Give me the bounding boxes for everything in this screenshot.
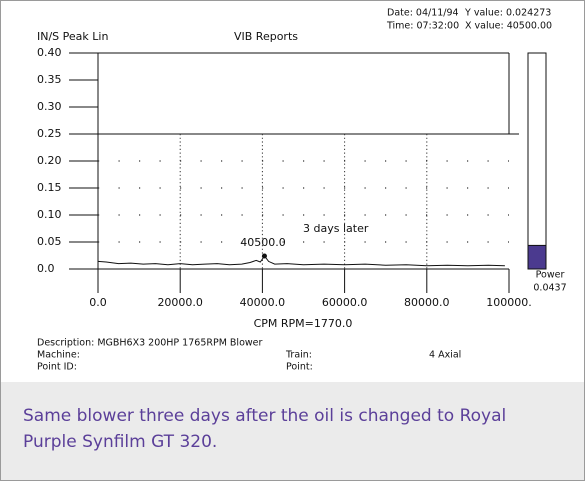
y-tick-label: 0.25 (37, 127, 62, 140)
info-date: Date: 04/11/94 (387, 8, 459, 19)
caption: Same blower three days after the oil is … (23, 406, 507, 452)
x-tick-label: 100000. (486, 296, 532, 309)
spectrum-line (97, 255, 505, 267)
x-axis-label: CPM RPM=1770.0 (254, 317, 353, 330)
info-y-value: Y value: 0.024273 (464, 8, 551, 19)
power-label: Power (536, 270, 565, 281)
x-tick-label: 80000.0 (404, 296, 450, 309)
peak-marker (261, 253, 267, 259)
chart: IN/S Peak Lin VIB Reports Date: 04/11/94… (37, 8, 567, 373)
footer-point-id: Point ID: (37, 362, 77, 373)
caption-box: Same blower three days after the oil is … (1, 382, 584, 480)
y-tick-label: 0.30 (37, 100, 62, 113)
info-x-value: X value: 40500.00 (465, 21, 552, 32)
y-tick-label: 0.0 (37, 262, 55, 275)
x-tick-label: 20000.0 (157, 296, 203, 309)
footer-train: Train: (285, 350, 312, 361)
chart-title: VIB Reports (234, 30, 298, 43)
y-tick-label: 0.40 (37, 46, 62, 59)
y-tick-label: 0.15 (37, 181, 62, 194)
footer-point: Point: (286, 362, 313, 373)
power-value: 0.0437 (533, 283, 566, 294)
footer-description: Description: MGBH6X3 200HP 1765RPM Blowe… (37, 338, 262, 349)
y-tick-label: 0.10 (37, 208, 62, 221)
info-time: Time: 07:32:00 (386, 21, 459, 32)
y-axis-label: IN/S Peak Lin (37, 30, 108, 43)
footer-machine: Machine: (37, 350, 80, 361)
footer-train-value: 4 Axial (429, 350, 461, 361)
y-tick-label: 0.05 (37, 235, 62, 248)
y-tick-label: 0.20 (37, 154, 62, 167)
x-tick-label: 0.0 (89, 296, 107, 309)
x-tick-label: 60000.0 (322, 296, 368, 309)
annotation: 3 days later (303, 222, 369, 235)
power-frame (527, 52, 547, 270)
power-bar (527, 244, 547, 270)
x-tick-label: 40000.0 (240, 296, 286, 309)
y-tick-label: 0.35 (37, 73, 62, 86)
